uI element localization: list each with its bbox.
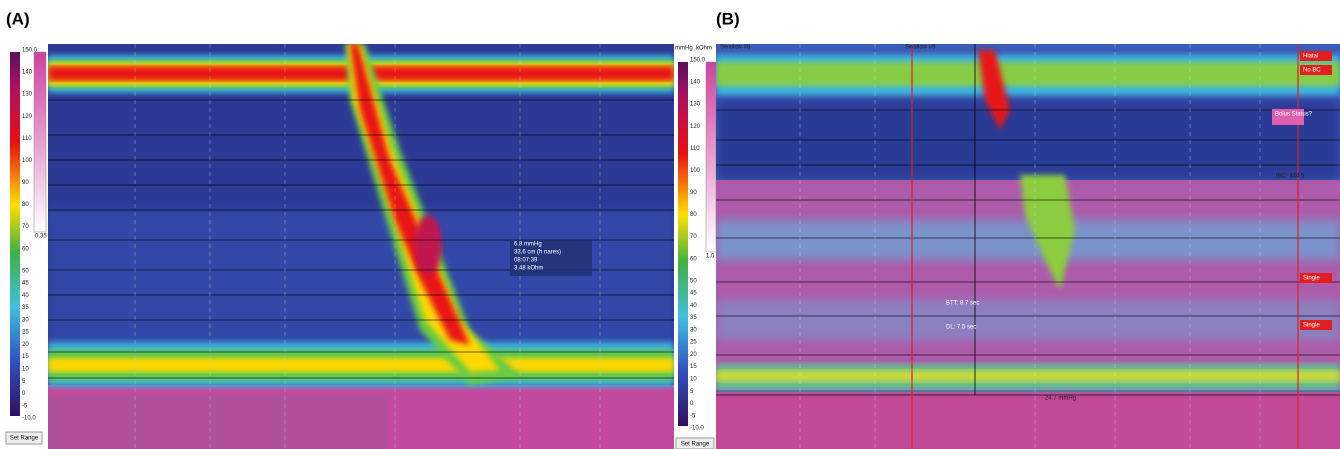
annotation: 24.7 mmHg [1045,396,1076,402]
colorbar-tick-label: 15 [22,354,29,360]
readout: 33.6 cm (h nares) [514,250,561,256]
colorbar-tick-label: -5 [690,413,696,419]
colorbar-tick-label: 10 [22,367,29,373]
impedance-bar [705,61,717,253]
colorbar [678,62,688,426]
tag: Bolus Status? [1275,112,1313,118]
annotation: BTT: 8.7 sec [946,301,979,307]
colorbar-tick-label: 30 [690,327,697,333]
colorbar-tick-label: 120 [690,124,701,130]
colorbar-tick-label: 0 [690,401,694,407]
colorbar-tick-label: 35 [22,305,29,311]
colorbar-tick-label: 50 [690,278,697,284]
colorbar-tick-label: 110 [690,146,700,152]
tag-bg [1300,320,1332,330]
colorbar-tick-label: 60 [22,246,29,252]
readout: 6.8 mmHg [514,242,542,248]
colorbar-tick-label: 30 [22,317,29,323]
colorbar-tick-label: 15 [690,364,697,370]
colorbar-tick-label: 60 [690,256,697,262]
annotation: IBC: 444.5 [1276,174,1305,180]
colorbar-tick-label: 35 [690,315,697,321]
impedance-label: 1.0 [706,254,715,260]
panel-label: (B) [716,9,740,28]
unit: mmHg [675,46,693,52]
colorbar-tick-label: -5 [22,403,28,409]
readout: 08:07:39 [514,258,538,264]
tag-bg [1300,51,1332,61]
colorbar-tick-label: 130 [22,92,33,98]
colorbar-tick-label: 45 [22,281,29,287]
colorbar-tick-label: 110 [22,136,32,142]
colorbar-tick-label: 20 [22,342,29,348]
colorbar-tick-label: 100 [22,158,33,164]
swallow-label: Swallow #9 [905,45,936,51]
colorbar-tick-label: 70 [22,224,29,230]
colorbar-tick-label: 10 [690,377,697,383]
colorbar-tick-label: 100 [690,168,701,174]
annotation: DL: 7.5 sec [946,325,976,331]
colorbar-tick-label: 5 [690,389,694,395]
colorbar-tick-label: 70 [690,234,697,240]
button-label[interactable]: Set Range [10,436,39,442]
button-label[interactable]: Set Range [681,442,710,448]
colorbar [10,52,20,416]
readout: 3.48 kOhm [514,266,543,272]
panel-label: (A) [6,9,30,28]
heatmap-a [48,44,674,449]
impedance-label: 0.35 [35,234,47,240]
colorbar-tick-label: 150.0 [690,58,706,64]
tag-bg [1300,273,1332,283]
colorbar-tick-label: 40 [690,303,697,309]
colorbar-tick-label: 5 [22,379,26,385]
colorbar-tick-label: 90 [690,190,697,196]
button-bg[interactable] [5,431,43,445]
tag: Hiatal [1303,54,1318,60]
impedance-bar [33,51,47,233]
button-bg[interactable] [675,437,715,449]
colorbar-tick-label: 80 [690,212,697,218]
colorbar-tick-label: 130 [690,102,701,108]
colorbar-tick-label: 90 [22,180,29,186]
tag-bg [1272,109,1304,125]
button[interactable]: Set Range [5,431,43,445]
button[interactable]: Set Range [675,437,715,449]
heatmap-b [716,44,1340,449]
colorbar-tick-label: 25 [22,330,29,336]
colorbar-tick-label: -10.0 [22,416,36,422]
colorbar-tick-label: 45 [690,291,697,297]
colorbar-tick-label: 140 [22,70,33,76]
colorbar-tick-label: 80 [22,202,29,208]
tag: No BC [1303,68,1321,74]
swallow-label: Swallow #8 [720,45,751,51]
colorbar-tick-label: -10.0 [690,426,704,432]
tag: Single [1303,323,1320,329]
unit: kOhm [696,46,712,52]
colorbar-tick-label: 40 [22,293,29,299]
colorbar-tick-label: 120 [22,114,33,120]
colorbar-tick-label: 140 [690,80,701,86]
colorbar-tick-label: 50 [22,268,29,274]
colorbar-tick-label: 150.0 [22,48,38,54]
colorbar-tick-label: 25 [690,340,697,346]
tag-bg [1300,65,1332,75]
colorbar-tick-label: 0 [22,391,26,397]
tag: Single [1303,276,1320,282]
colorbar-tick-label: 20 [690,352,697,358]
